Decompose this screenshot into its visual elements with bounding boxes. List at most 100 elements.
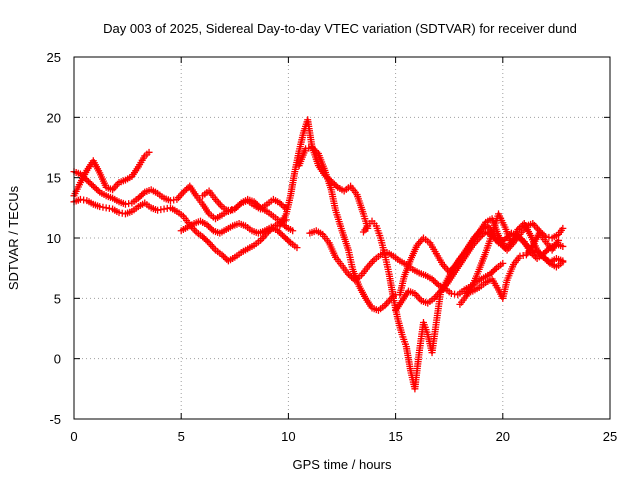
x-tick-label: 0 xyxy=(70,429,77,444)
data-point-fill xyxy=(253,201,261,209)
y-tick-label: 0 xyxy=(54,352,61,367)
data-point xyxy=(203,221,211,229)
data-point xyxy=(83,176,91,184)
data-point xyxy=(134,194,142,202)
data-point-fill xyxy=(86,179,94,187)
data-point xyxy=(199,233,207,241)
data-point-fill xyxy=(138,191,146,199)
data-point xyxy=(145,148,153,156)
data-point-fill xyxy=(277,230,285,238)
data-point-fill xyxy=(200,234,208,242)
data-point xyxy=(231,205,239,213)
y-tick-label: 15 xyxy=(47,171,61,186)
data-points xyxy=(70,116,567,393)
data-point xyxy=(308,144,316,151)
x-tick-label: 5 xyxy=(178,429,185,444)
data-point-fill xyxy=(80,173,88,181)
data-point-fill xyxy=(236,201,244,209)
data-point-fill xyxy=(91,184,99,192)
data-point-fill xyxy=(78,172,86,180)
series-track-6 xyxy=(276,116,372,232)
data-point-fill xyxy=(275,228,283,236)
data-point-fill xyxy=(488,269,496,277)
data-point-fill xyxy=(433,280,441,288)
data-point-fill xyxy=(221,254,229,262)
data-point-fill xyxy=(279,231,287,239)
data-point xyxy=(280,233,288,241)
chart-title: Day 003 of 2025, Sidereal Day-to-day VTE… xyxy=(103,21,577,36)
x-tick-label: 20 xyxy=(496,429,510,444)
data-point xyxy=(559,242,567,250)
data-point xyxy=(76,170,84,178)
data-point-fill xyxy=(431,278,439,286)
y-tick-label: -5 xyxy=(49,412,61,427)
x-tick-label: 25 xyxy=(603,429,617,444)
data-point-fill xyxy=(234,202,242,210)
data-point-fill xyxy=(517,223,525,231)
data-point-fill xyxy=(477,232,485,240)
data-point-fill xyxy=(136,193,144,201)
data-point xyxy=(289,227,297,235)
data-point-fill xyxy=(93,185,101,193)
data-point xyxy=(475,234,483,242)
data-point xyxy=(179,188,187,196)
data-point-fill xyxy=(283,236,291,244)
data-point xyxy=(559,258,567,266)
y-tick-label: 5 xyxy=(54,291,61,306)
data-point-fill xyxy=(205,222,213,230)
y-axis-label: SDTVAR / TECUs xyxy=(6,185,21,290)
x-tick-label: 15 xyxy=(388,429,402,444)
data-point xyxy=(540,253,548,261)
data-point-fill xyxy=(489,267,497,275)
data-point-fill xyxy=(544,258,552,266)
data-point-fill xyxy=(94,187,102,195)
data-point-fill xyxy=(232,204,240,212)
y-tick-label: 10 xyxy=(47,231,61,246)
series-track-12 xyxy=(456,210,567,308)
data-point xyxy=(428,275,436,283)
y-tick-label: 20 xyxy=(47,110,61,125)
data-point-fill xyxy=(88,181,96,189)
data-point-fill xyxy=(541,255,549,263)
data-point-fill xyxy=(530,251,538,259)
data-point-fill xyxy=(311,147,319,155)
data-point xyxy=(514,226,522,234)
data-point-fill xyxy=(202,236,210,244)
data-point xyxy=(218,251,226,259)
data-point xyxy=(555,236,563,244)
data-point-fill xyxy=(183,185,191,193)
axes: 0 5 10 15 20 25 -5 0 5 10 15 20 25 xyxy=(47,50,618,444)
x-tick-label: 10 xyxy=(281,429,295,444)
data-point-fill xyxy=(139,190,147,198)
data-point-fill xyxy=(346,272,354,280)
data-point-fill xyxy=(203,237,211,245)
data-point-fill xyxy=(515,224,523,232)
data-point-fill xyxy=(478,231,486,239)
data-point-fill xyxy=(206,224,214,232)
series-track-4 xyxy=(177,217,301,252)
data-point-fill xyxy=(313,148,321,156)
series-track-7 xyxy=(295,144,400,314)
series-track-13 xyxy=(462,229,563,302)
data-point-fill xyxy=(252,199,260,207)
data-point xyxy=(344,270,352,278)
data-point-fill xyxy=(332,182,340,190)
data-point-fill xyxy=(84,178,92,186)
data-point-fill xyxy=(348,273,356,281)
data-point-fill xyxy=(208,225,216,233)
data-point-fill xyxy=(500,243,508,251)
data-point xyxy=(89,182,97,190)
data-point-fill xyxy=(430,277,438,285)
data-point xyxy=(274,227,282,235)
data-point-fill xyxy=(310,145,318,153)
data-point-fill xyxy=(181,187,189,195)
data-point-fill xyxy=(541,248,549,256)
data-point-fill xyxy=(220,252,228,260)
y-tick-label: 25 xyxy=(47,50,61,65)
data-point-fill xyxy=(282,234,290,242)
data-point-fill xyxy=(81,175,89,183)
x-axis-label: GPS time / hours xyxy=(293,457,392,472)
data-point-fill xyxy=(285,237,293,245)
data-point xyxy=(293,244,301,252)
